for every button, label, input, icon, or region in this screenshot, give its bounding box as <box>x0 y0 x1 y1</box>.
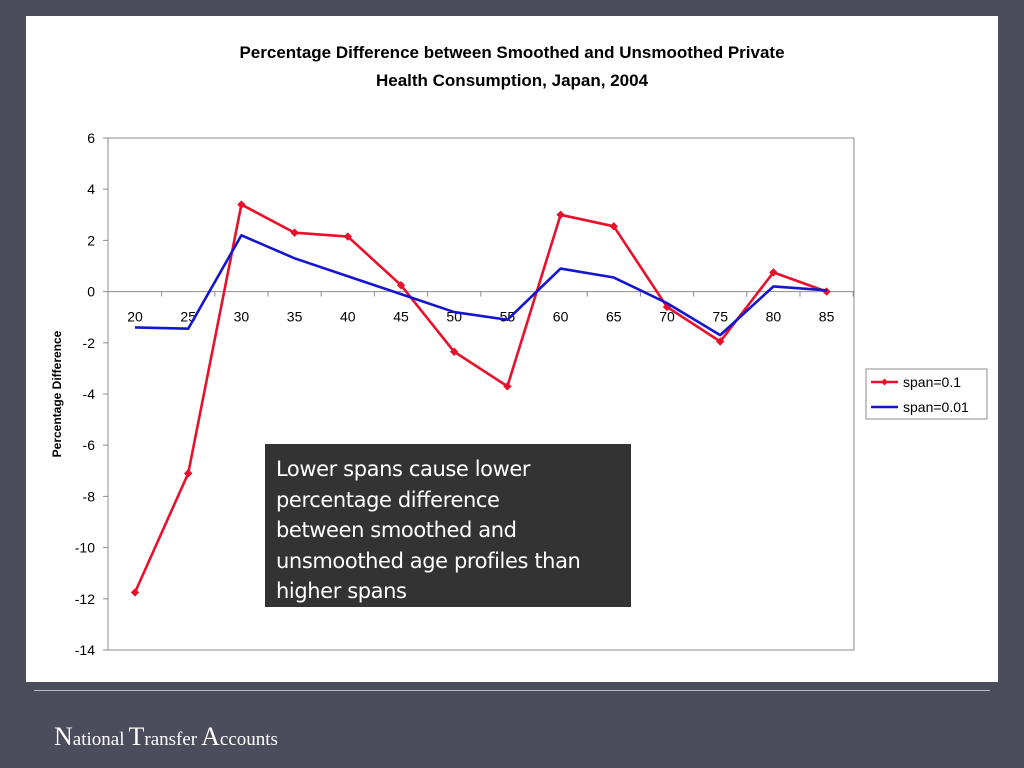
x-tick-label: 55 <box>500 309 516 325</box>
footer-brand: National Transfer Accounts <box>54 722 278 752</box>
data-point <box>183 469 193 478</box>
callout-line: percentage difference <box>276 487 500 512</box>
x-tick-label: 85 <box>819 309 835 325</box>
data-point <box>396 280 406 290</box>
y-tick-label: 6 <box>87 130 95 146</box>
x-tick-label: 35 <box>287 309 303 325</box>
callout-line: unsmoothed age profiles than <box>276 548 581 573</box>
callout-line: higher spans <box>276 579 407 603</box>
brand-initial: N <box>54 722 73 751</box>
data-point <box>290 228 299 237</box>
legend-box <box>865 368 988 420</box>
y-tick-label: -10 <box>75 540 95 556</box>
x-tick-label: 40 <box>340 309 356 325</box>
brand-word-rest: ransfer <box>144 729 198 750</box>
y-tick-label: -12 <box>75 591 95 607</box>
data-point <box>503 382 512 391</box>
chart-title-line-2: Health Consumption, Japan, 2004 <box>375 71 649 90</box>
brand-initial: T <box>128 722 145 751</box>
data-point <box>237 200 246 209</box>
y-tick-label: -8 <box>83 488 96 504</box>
legend-label-2: span=0.01 <box>903 399 969 415</box>
y-tick-label: -2 <box>83 335 96 351</box>
data-point <box>769 268 778 277</box>
brand-initial: A <box>201 722 220 751</box>
x-tick-label: 65 <box>606 309 622 325</box>
legend-marker <box>881 378 888 386</box>
data-point <box>609 222 619 231</box>
data-point <box>130 588 140 597</box>
chart-title-line-1: Percentage Difference between Smoothed a… <box>239 43 785 62</box>
series-line-1 <box>133 203 828 593</box>
data-point <box>449 347 459 356</box>
x-tick-label: 70 <box>659 309 675 325</box>
x-tick-label: 45 <box>393 309 409 325</box>
data-point <box>715 337 725 346</box>
y-axis-label: Percentage Difference <box>50 330 64 457</box>
brand-word-rest: ccounts <box>219 729 278 750</box>
data-point <box>343 232 353 241</box>
callout-line: between smoothed and <box>276 518 517 542</box>
series-line-2 <box>134 233 827 337</box>
brand-word-rest: ational <box>72 729 125 750</box>
callout-box: Lower spans cause lower percentage diffe… <box>265 444 631 607</box>
y-tick-label: 4 <box>87 181 95 197</box>
y-tick-label: 0 <box>87 284 95 300</box>
x-tick-label: 75 <box>712 309 728 325</box>
x-tick-label: 60 <box>553 309 569 325</box>
x-tick-label: 20 <box>127 309 143 325</box>
footer-divider <box>34 690 990 691</box>
y-tick-label: -6 <box>83 437 96 453</box>
y-tick-label: -4 <box>83 386 96 402</box>
legend-label-1: span=0.1 <box>903 374 961 390</box>
x-tick-label: 80 <box>766 309 782 325</box>
y-tick-label: 2 <box>87 232 95 248</box>
x-tick-label: 30 <box>234 309 250 325</box>
data-point <box>556 210 565 220</box>
callout-line: Lower spans cause lower <box>276 457 531 481</box>
y-tick-label: -14 <box>75 642 95 658</box>
